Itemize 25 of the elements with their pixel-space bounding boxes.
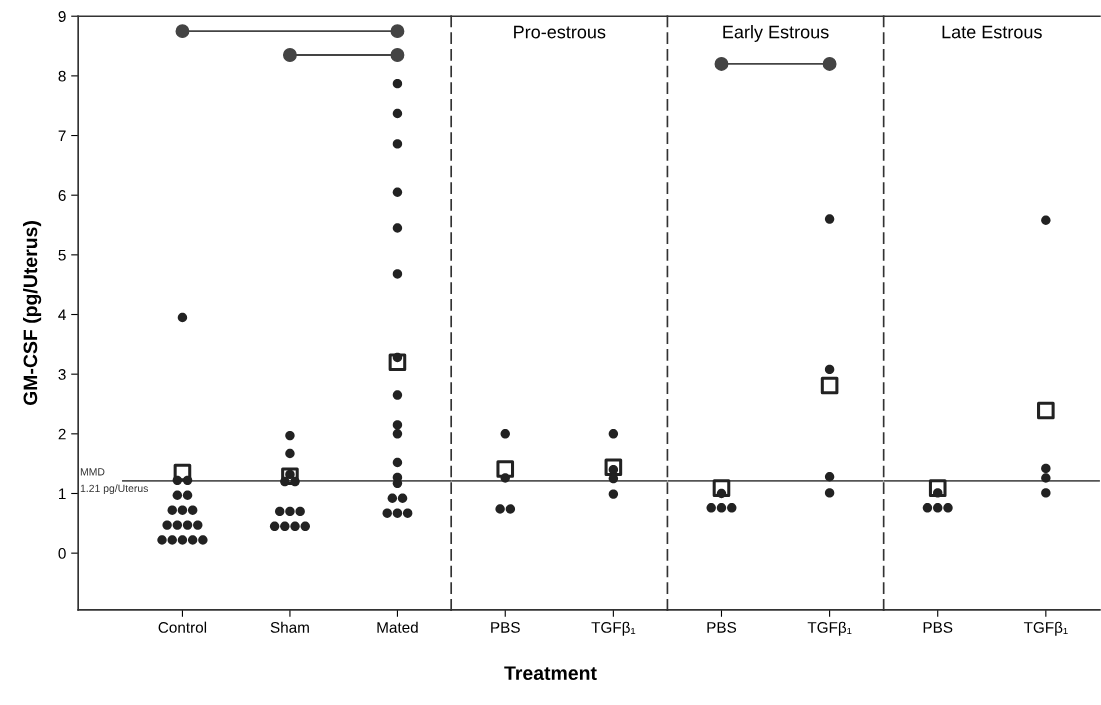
x-tick-label: PBS — [707, 622, 737, 633]
y-tick-label: 7 — [58, 130, 66, 142]
y-tick-label: 1 — [59, 488, 66, 500]
y-tick-label: 9 — [58, 11, 66, 22]
x-tick-label: TGFβ₁ — [591, 621, 636, 636]
y-tick-label: 6 — [58, 190, 66, 201]
y-tick-label: 4 — [58, 309, 66, 321]
y-tick-label: 3 — [58, 369, 66, 380]
y-axis-title: GM-CSF (pg/Uterus) — [22, 221, 42, 406]
x-tick-label: TGFβ₁ — [1023, 621, 1068, 636]
x-axis-title: Treatment — [504, 666, 597, 681]
x-tick-label: Control — [158, 621, 207, 633]
y-tick-label: 5 — [58, 249, 66, 261]
x-tick-label: Mated — [377, 621, 418, 633]
x-tick-label: PBS — [923, 622, 953, 633]
ref-line-label: MMD 1.21 pg/Uterus — [80, 468, 148, 495]
chart-title: Early Estrous — [723, 25, 829, 42]
chart-title: Late Estrous — [942, 25, 1042, 39]
chart-title: Pro-estrous — [514, 25, 606, 39]
x-tick-label: PBS — [491, 622, 520, 633]
y-tick-label: 0 — [58, 548, 66, 559]
x-tick-label: TGFβ₁ — [807, 621, 852, 636]
x-tick-label: Sham — [270, 621, 309, 633]
y-tick-label: 2 — [58, 428, 66, 440]
y-tick-label: 8 — [58, 70, 66, 82]
